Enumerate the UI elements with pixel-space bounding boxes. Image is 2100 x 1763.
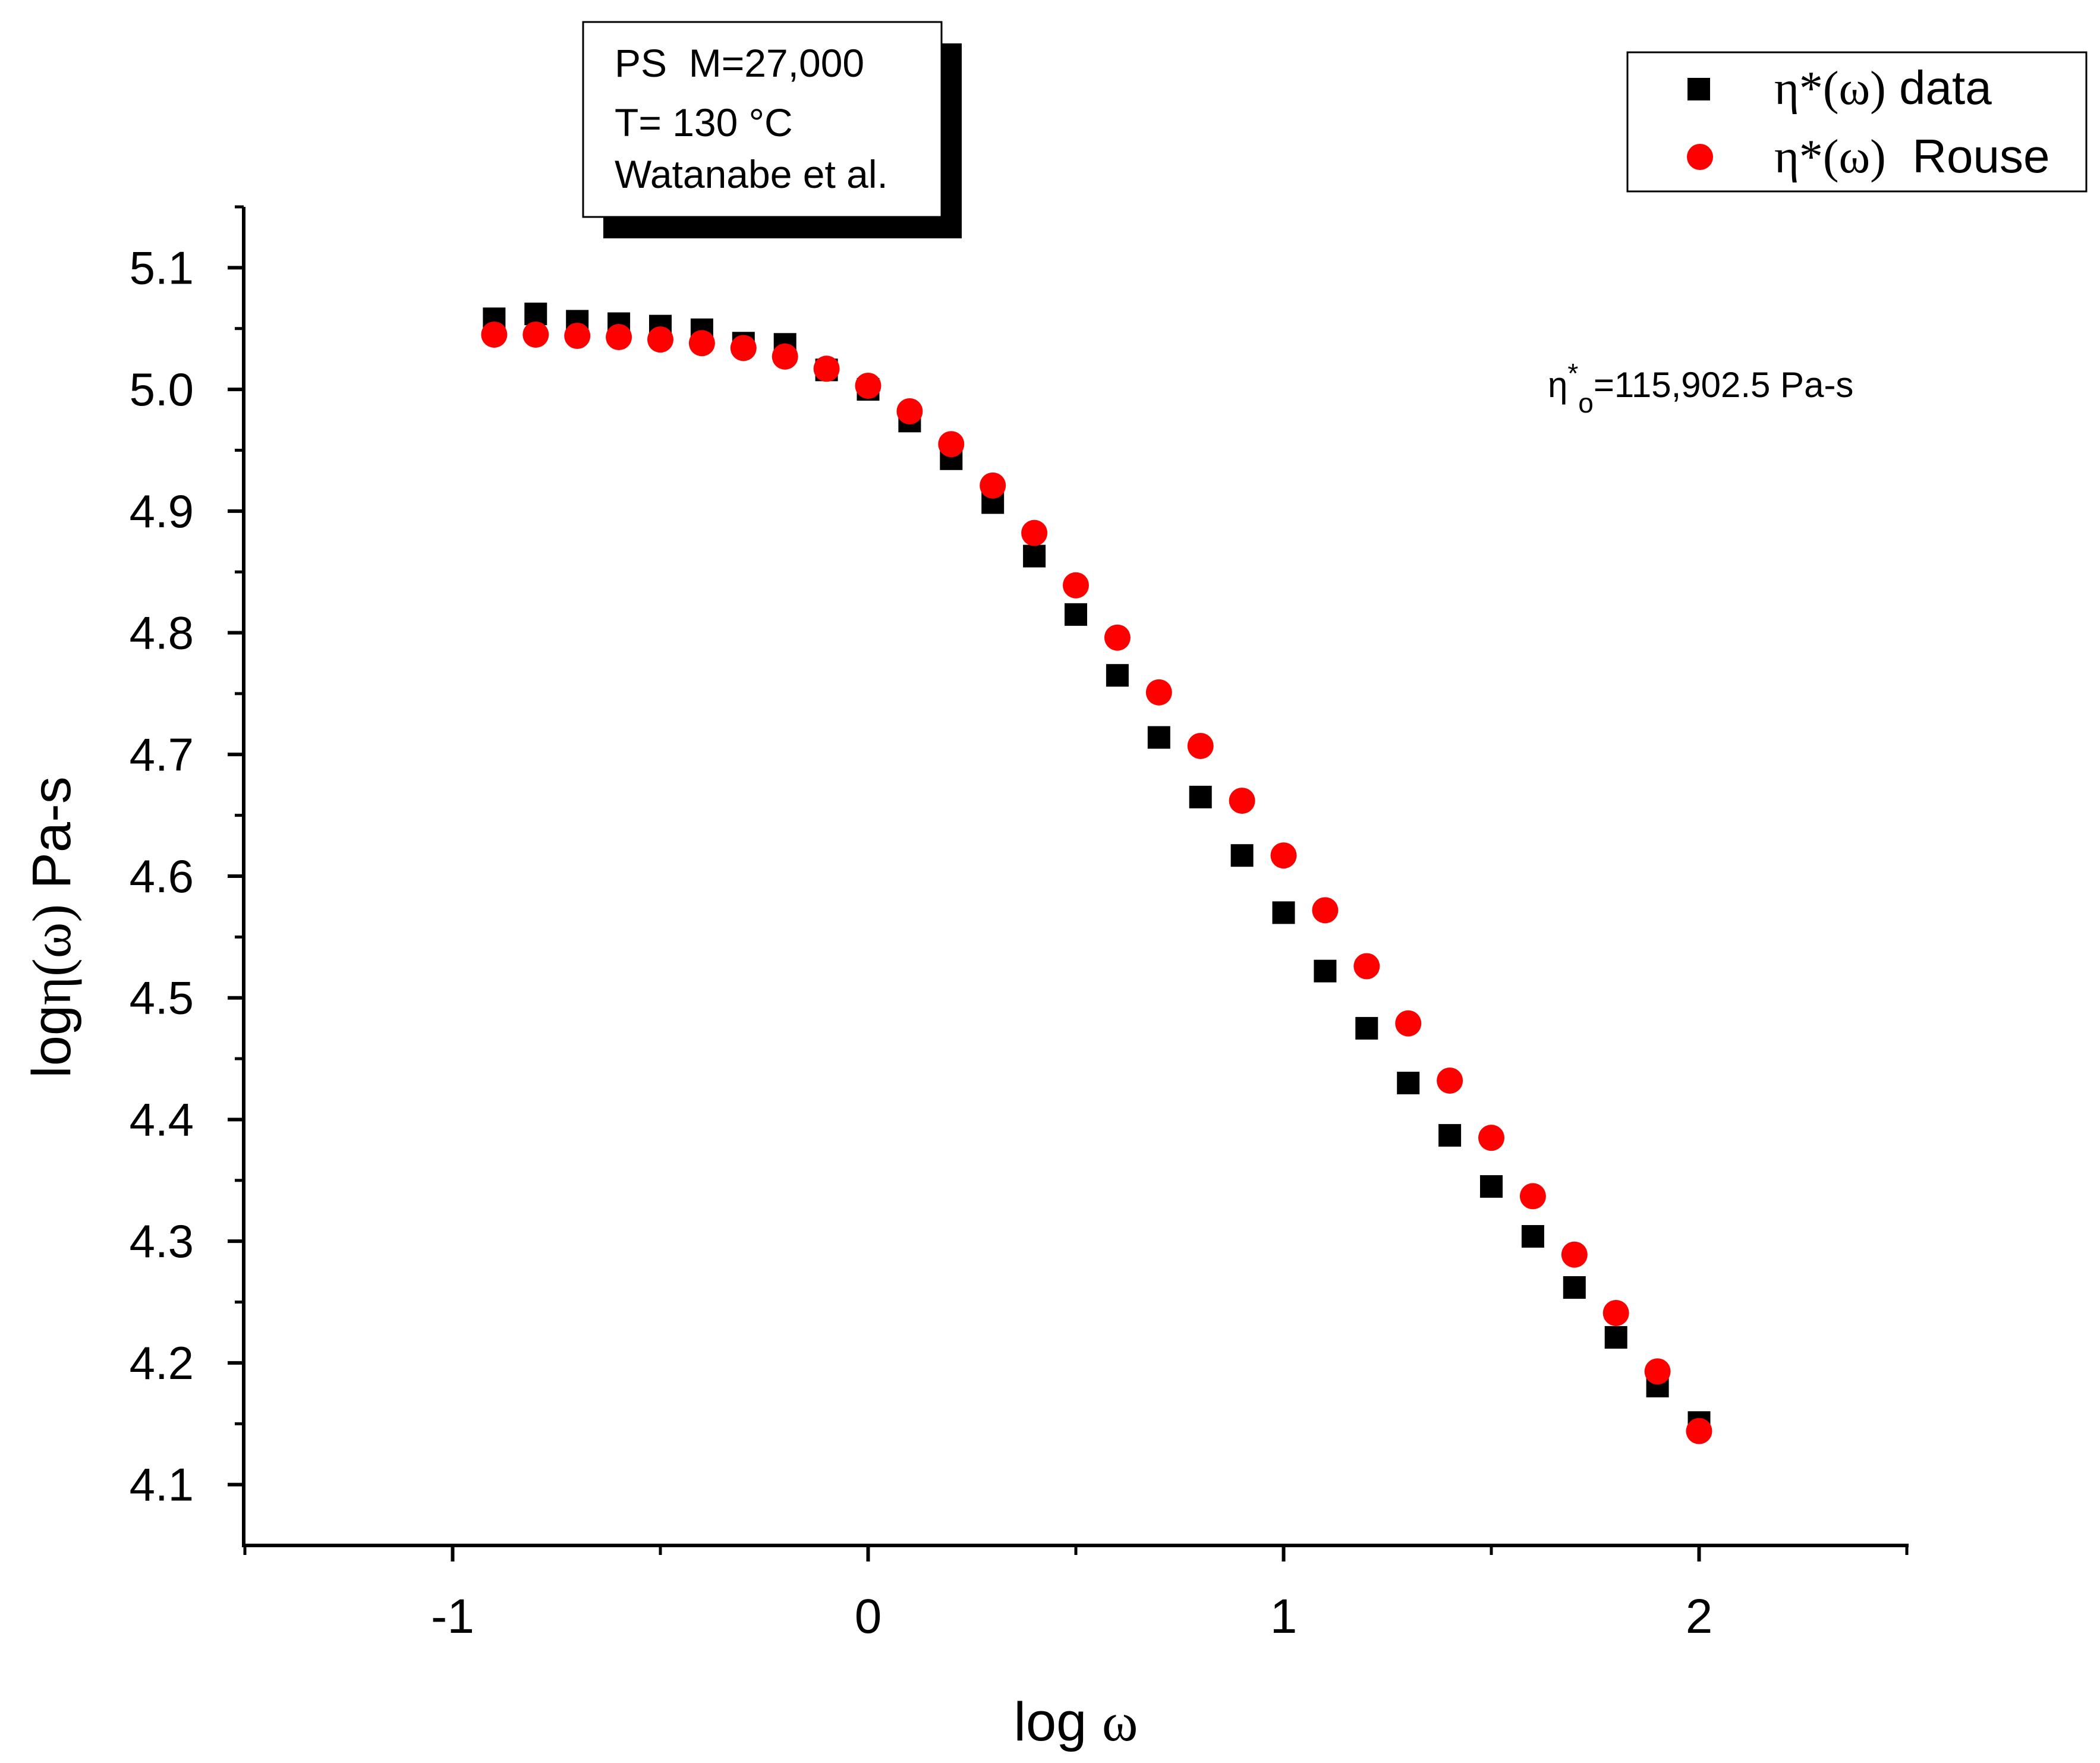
- legend-symbol-rouse: η*(ω): [1774, 131, 1886, 183]
- y-tick-label: 4.7: [130, 728, 194, 780]
- rouse-point-circle: [896, 398, 923, 424]
- x-tick-label: 2: [1686, 1589, 1713, 1644]
- data-point-square: [1314, 959, 1337, 983]
- x-axis-label-symbol: ω: [1102, 1692, 1138, 1752]
- x-axis-label-prefix: log: [1014, 1692, 1102, 1752]
- y-tick-label: 4.1: [130, 1459, 194, 1511]
- x-ticks: -1 0 1 2: [243, 1545, 1909, 1644]
- legend-entry-data: η*(ω) data: [1774, 61, 1992, 115]
- axes: [242, 207, 1909, 1547]
- y-ticks: 4.1 4.2 4.3 4.4 4.5 4.6 4.7 4.8 4.9 5.0 5.1: [130, 205, 244, 1511]
- rouse-point-circle: [1104, 624, 1131, 651]
- rouse-point-circle: [1686, 1418, 1712, 1444]
- info-box-frame: [582, 21, 943, 218]
- legend-label-rouse: Rouse: [1912, 130, 2049, 182]
- data-point-square: [1438, 1124, 1462, 1147]
- y-tick-label: 5.0: [130, 363, 194, 415]
- rouse-point-circle: [1145, 679, 1172, 706]
- info-line-polymer: PS M=27,000: [615, 41, 864, 85]
- y-tick-label: 4.9: [130, 485, 194, 537]
- rouse-point-circle: [1187, 732, 1214, 759]
- legend-marker-rouse: [1687, 144, 1713, 170]
- legend-marker-data: [1687, 78, 1710, 100]
- data-point-square: [1397, 1072, 1420, 1095]
- info-line-temperature: T= 130 °C: [615, 100, 793, 144]
- data-point-square: [1604, 1326, 1627, 1349]
- rouse-point-circle: [772, 343, 798, 370]
- y-tick-label: 4.8: [130, 607, 194, 659]
- x-tick-label: 0: [855, 1589, 882, 1644]
- rouse-point-circle: [606, 324, 632, 351]
- rouse-point-circle: [1519, 1183, 1546, 1210]
- y-tick-label: 4.3: [130, 1215, 194, 1267]
- rouse-point-circle: [481, 321, 508, 348]
- y-tick-label: 4.2: [130, 1337, 194, 1389]
- rouse-point-circle: [647, 326, 673, 353]
- rouse-point-circle: [1270, 842, 1297, 869]
- zero-shear-viscosity-annotation: η*o=115,902.5 Pa-s: [1548, 358, 1853, 418]
- data-point-square: [1521, 1224, 1544, 1248]
- data-point-square: [1189, 785, 1212, 808]
- y-tick-label: 4.5: [130, 972, 194, 1024]
- y-tick-label: 4.4: [130, 1093, 194, 1145]
- rouse-point-circle: [564, 323, 591, 350]
- rouse-point-circle: [1229, 788, 1255, 814]
- data-point-square: [1065, 603, 1087, 626]
- legend-entry-rouse: η*(ω) Rouse: [1774, 130, 2049, 183]
- x-tick-label: -1: [431, 1589, 474, 1644]
- rouse-point-circle: [1063, 572, 1089, 599]
- data-point-square: [1355, 1016, 1378, 1040]
- legend: η*(ω) data η*(ω) Rouse: [1626, 51, 2088, 193]
- data-point-square: [1023, 544, 1046, 568]
- y-axis-label-symbol: η(ω): [21, 904, 82, 1005]
- y-tick-label: 5.1: [130, 241, 194, 294]
- y-tick-label: 4.6: [130, 850, 194, 902]
- x-axis-label: log ω: [1014, 1692, 1138, 1752]
- data-point-square: [1480, 1175, 1503, 1198]
- data-point-square: [1272, 901, 1295, 924]
- series-rouse-markers: [481, 321, 1712, 1444]
- rouse-point-circle: [1437, 1067, 1463, 1094]
- legend-symbol-data: η*(ω): [1774, 62, 1886, 115]
- data-point-square: [1563, 1276, 1586, 1299]
- data-point-square: [1106, 664, 1129, 687]
- rouse-point-circle: [1602, 1299, 1629, 1326]
- rouse-point-circle: [1353, 953, 1380, 980]
- rouse-point-circle: [522, 321, 549, 348]
- data-point-square: [524, 303, 547, 326]
- rouse-point-circle: [688, 330, 715, 357]
- data-point-square: [1230, 844, 1254, 867]
- rouse-point-circle: [1644, 1358, 1671, 1385]
- rouse-point-circle: [980, 472, 1006, 499]
- rouse-point-circle: [855, 372, 881, 399]
- rouse-point-circle: [1312, 897, 1339, 924]
- x-tick-label: 1: [1270, 1589, 1298, 1644]
- y-axis-label: logη(ω) Pa-s: [21, 776, 82, 1078]
- rouse-point-circle: [1478, 1125, 1504, 1151]
- rouse-point-circle: [1561, 1241, 1588, 1268]
- y-axis-label-prefix: log: [21, 1005, 82, 1078]
- rouse-point-circle: [1021, 520, 1048, 546]
- rouse-point-circle: [813, 355, 840, 382]
- info-box: PS M=27,000 T= 130 °C Watanabe et al.: [582, 21, 962, 238]
- info-line-source: Watanabe et al.: [615, 152, 888, 196]
- rouse-point-circle: [938, 431, 965, 458]
- rouse-point-circle: [1395, 1010, 1422, 1037]
- legend-label-data: data: [1899, 61, 1992, 114]
- series-data-markers: [483, 303, 1711, 1434]
- data-point-square: [1147, 726, 1170, 749]
- y-axis-label-suffix: Pa-s: [21, 776, 82, 904]
- rouse-point-circle: [730, 335, 757, 361]
